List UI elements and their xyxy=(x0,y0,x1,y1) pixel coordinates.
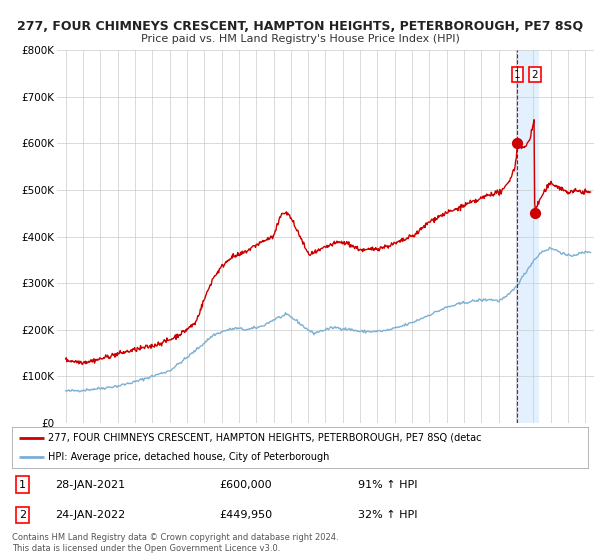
Text: Price paid vs. HM Land Registry's House Price Index (HPI): Price paid vs. HM Land Registry's House … xyxy=(140,34,460,44)
Text: £600,000: £600,000 xyxy=(220,479,272,489)
Text: 2: 2 xyxy=(19,510,26,520)
Text: 24-JAN-2022: 24-JAN-2022 xyxy=(55,510,125,520)
Text: 277, FOUR CHIMNEYS CRESCENT, HAMPTON HEIGHTS, PETERBOROUGH, PE7 8SQ (detac: 277, FOUR CHIMNEYS CRESCENT, HAMPTON HEI… xyxy=(48,433,481,443)
Text: 2: 2 xyxy=(532,69,538,80)
Point xyxy=(512,139,522,148)
Text: 91% ↑ HPI: 91% ↑ HPI xyxy=(358,479,417,489)
Text: £449,950: £449,950 xyxy=(220,510,272,520)
Text: HPI: Average price, detached house, City of Peterborough: HPI: Average price, detached house, City… xyxy=(48,452,329,462)
Text: 1: 1 xyxy=(514,69,521,80)
Text: 32% ↑ HPI: 32% ↑ HPI xyxy=(358,510,417,520)
Text: 277, FOUR CHIMNEYS CRESCENT, HAMPTON HEIGHTS, PETERBOROUGH, PE7 8SQ: 277, FOUR CHIMNEYS CRESCENT, HAMPTON HEI… xyxy=(17,20,583,32)
Bar xyxy=(516,50,539,423)
Text: Contains HM Land Registry data © Crown copyright and database right 2024.
This d: Contains HM Land Registry data © Crown c… xyxy=(12,533,338,553)
Text: 28-JAN-2021: 28-JAN-2021 xyxy=(55,479,125,489)
Point xyxy=(530,209,539,218)
Text: 1: 1 xyxy=(19,479,26,489)
